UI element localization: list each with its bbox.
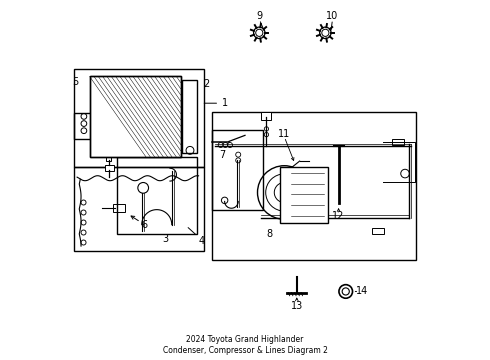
Bar: [117, 157, 197, 234]
Text: 3: 3: [163, 234, 169, 244]
Bar: [212, 130, 263, 210]
Text: 7: 7: [219, 150, 225, 160]
Bar: [105, 165, 114, 171]
Circle shape: [281, 189, 288, 196]
Text: 2024 Toyota Grand Highlander
Condenser, Compressor & Lines Diagram 2: 2024 Toyota Grand Highlander Condenser, …: [163, 335, 327, 355]
Bar: [372, 228, 384, 234]
Bar: [113, 203, 124, 212]
Text: 9: 9: [256, 12, 262, 21]
Bar: [74, 69, 204, 167]
Bar: [261, 112, 270, 120]
Bar: [74, 113, 96, 139]
Text: 6: 6: [141, 220, 147, 230]
Text: 14: 14: [356, 287, 368, 296]
Text: 10: 10: [326, 12, 339, 21]
Text: 13: 13: [291, 301, 303, 311]
Bar: [74, 167, 204, 251]
Bar: [106, 157, 111, 161]
Text: 2: 2: [204, 78, 210, 89]
Text: 5: 5: [73, 77, 79, 87]
Bar: [392, 139, 404, 145]
Text: 4: 4: [198, 236, 204, 246]
Text: 1: 1: [221, 98, 228, 108]
Text: 11: 11: [277, 129, 290, 139]
Bar: [280, 167, 328, 223]
Bar: [90, 76, 181, 157]
Bar: [90, 76, 181, 157]
Text: 12: 12: [332, 211, 345, 221]
Bar: [212, 112, 416, 260]
Bar: [182, 80, 197, 153]
Text: 8: 8: [266, 229, 272, 239]
